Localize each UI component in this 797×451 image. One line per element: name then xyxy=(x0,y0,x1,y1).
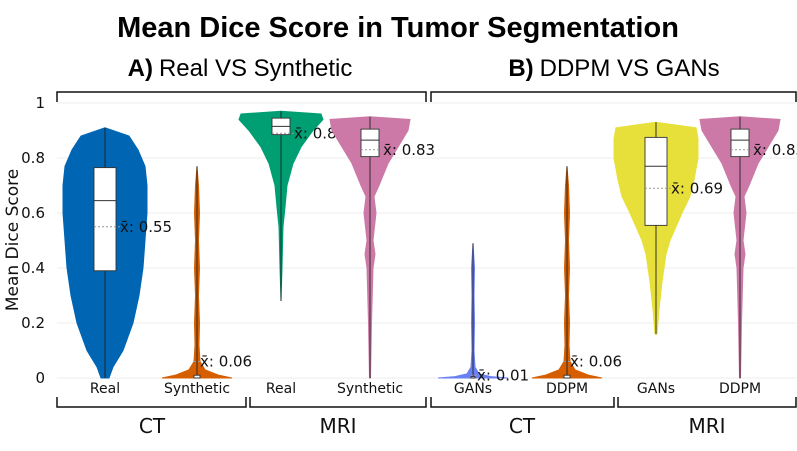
group-label-mri-a: MRI xyxy=(319,414,356,438)
iqr-box xyxy=(360,128,380,158)
panel-a-title: A) Real VS Synthetic xyxy=(128,55,353,82)
category-label: Real xyxy=(266,381,296,397)
iqr-box xyxy=(93,167,117,272)
category-label: Real xyxy=(90,381,120,397)
category-label: Synthetic xyxy=(337,381,403,397)
mean-label: x̄: 0.69 xyxy=(671,179,723,197)
y-tick-label: 0.6 xyxy=(21,204,45,222)
panel-a-label: Real VS Synthetic xyxy=(159,55,352,82)
y-tick-label: 0 xyxy=(35,369,45,387)
mean-label: x̄: 0.83 xyxy=(383,141,435,159)
group-label-ct-a: CT xyxy=(139,414,166,438)
violin-b-mri-ddpm: x̄: 0.83 xyxy=(699,116,797,379)
y-tick-label: 1 xyxy=(35,94,45,112)
brace-panel-b xyxy=(430,91,797,102)
brace-group-ct-b xyxy=(430,397,615,408)
iqr-box xyxy=(644,136,668,226)
violin-a-mri-synthetic: x̄: 0.83 xyxy=(329,116,435,379)
category-label: Synthetic xyxy=(164,381,230,397)
mean-label: x̄: 0.55 xyxy=(120,218,172,236)
mean-label: x̄: 0.06 xyxy=(570,353,622,371)
violin-a-mri-real: x̄: 0.89 xyxy=(238,110,346,302)
mean-label: x̄: 0.06 xyxy=(200,353,252,371)
panel-a-letter: A) xyxy=(128,55,153,82)
brace-group-mri-b xyxy=(617,397,797,408)
category-labels: Real Synthetic Real Synthetic GANs DDPM GANs DD… xyxy=(90,381,761,397)
category-label: GANs xyxy=(454,381,492,397)
y-tick-labels: 0 0.2 0.4 0.6 0.8 1 xyxy=(21,94,45,387)
panel-b-label: DDPM VS GANs xyxy=(540,55,720,82)
violin-b-ct-gans: x̄: 0.01 xyxy=(437,243,529,384)
panel-b-title: B) DDPM VS GANs xyxy=(508,55,719,82)
panel-b-letter: B) xyxy=(508,55,533,82)
gridlines xyxy=(57,102,796,379)
mean-label: x̄: 0.01 xyxy=(477,366,529,384)
group-label-mri-b: MRI xyxy=(688,414,725,438)
mean-label: x̄: 0.83 xyxy=(753,141,797,159)
brace-panel-a xyxy=(56,91,427,102)
violin-a-ct-real: x̄: 0.55 xyxy=(62,127,172,379)
y-tick-label: 0.4 xyxy=(21,259,45,277)
category-label: GANs xyxy=(637,381,675,397)
y-tick-label: 0.8 xyxy=(21,149,45,167)
y-tick-label: 0.2 xyxy=(21,314,45,332)
violins: x̄: 0.55 x̄: 0.06 x̄: 0.89 x̄: 0.83 x̄: 0.01… xyxy=(62,110,797,384)
brace-group-mri-a xyxy=(249,397,427,408)
group-label-ct-b: CT xyxy=(509,414,536,438)
iqr-box xyxy=(730,128,750,158)
violin-b-ct-ddpm: x̄: 0.06 xyxy=(531,166,622,379)
brace-group-ct-a xyxy=(56,397,247,408)
violin-b-mri-gans: x̄: 0.69 xyxy=(613,121,723,335)
category-label: DDPM xyxy=(719,381,761,397)
chart-title: Mean Dice Score in Tumor Segmentation xyxy=(117,12,679,44)
violin-a-ct-synthetic: x̄: 0.06 xyxy=(161,166,252,379)
y-axis-label: Mean Dice Score xyxy=(3,169,23,311)
category-label: DDPM xyxy=(546,381,588,397)
